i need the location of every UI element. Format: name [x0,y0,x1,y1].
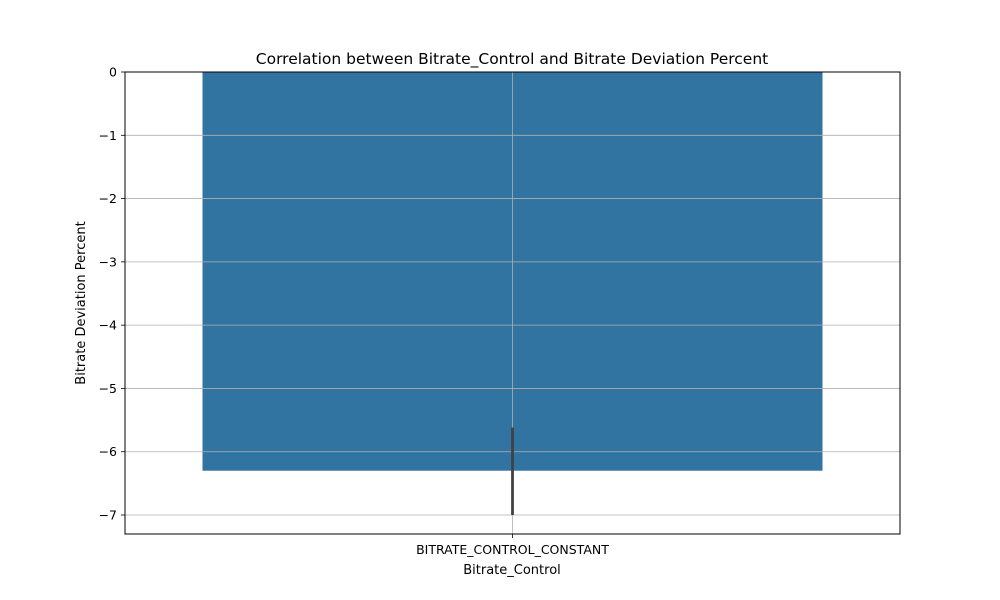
y-tick-label: −3 [99,254,117,269]
y-axis: 0 −1 −2 −3 −4 −5 −6 −7 [99,65,125,523]
x-tick-label: BITRATE_CONTROL_CONSTANT [416,542,609,557]
y-axis-title: Bitrate Deviation Percent [74,221,89,384]
y-tick-label: −7 [99,508,117,523]
y-tick-label: 0 [109,65,117,80]
chart-title: Correlation between Bitrate_Control and … [256,50,768,69]
y-tick-label: −4 [99,318,117,333]
y-tick-label: −6 [99,444,117,459]
x-axis-title: Bitrate_Control [463,563,561,578]
y-tick-label: −1 [99,128,117,143]
x-axis: BITRATE_CONTROL_CONSTANT [416,534,609,557]
y-tick-label: −2 [99,191,117,206]
y-tick-label: −5 [99,381,117,396]
